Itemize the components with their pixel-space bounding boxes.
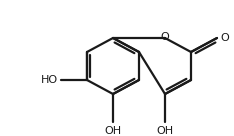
Text: OH: OH [157,126,174,136]
Text: OH: OH [104,126,121,136]
Text: O: O [161,32,169,42]
Text: HO: HO [41,75,58,85]
Text: O: O [220,33,229,43]
